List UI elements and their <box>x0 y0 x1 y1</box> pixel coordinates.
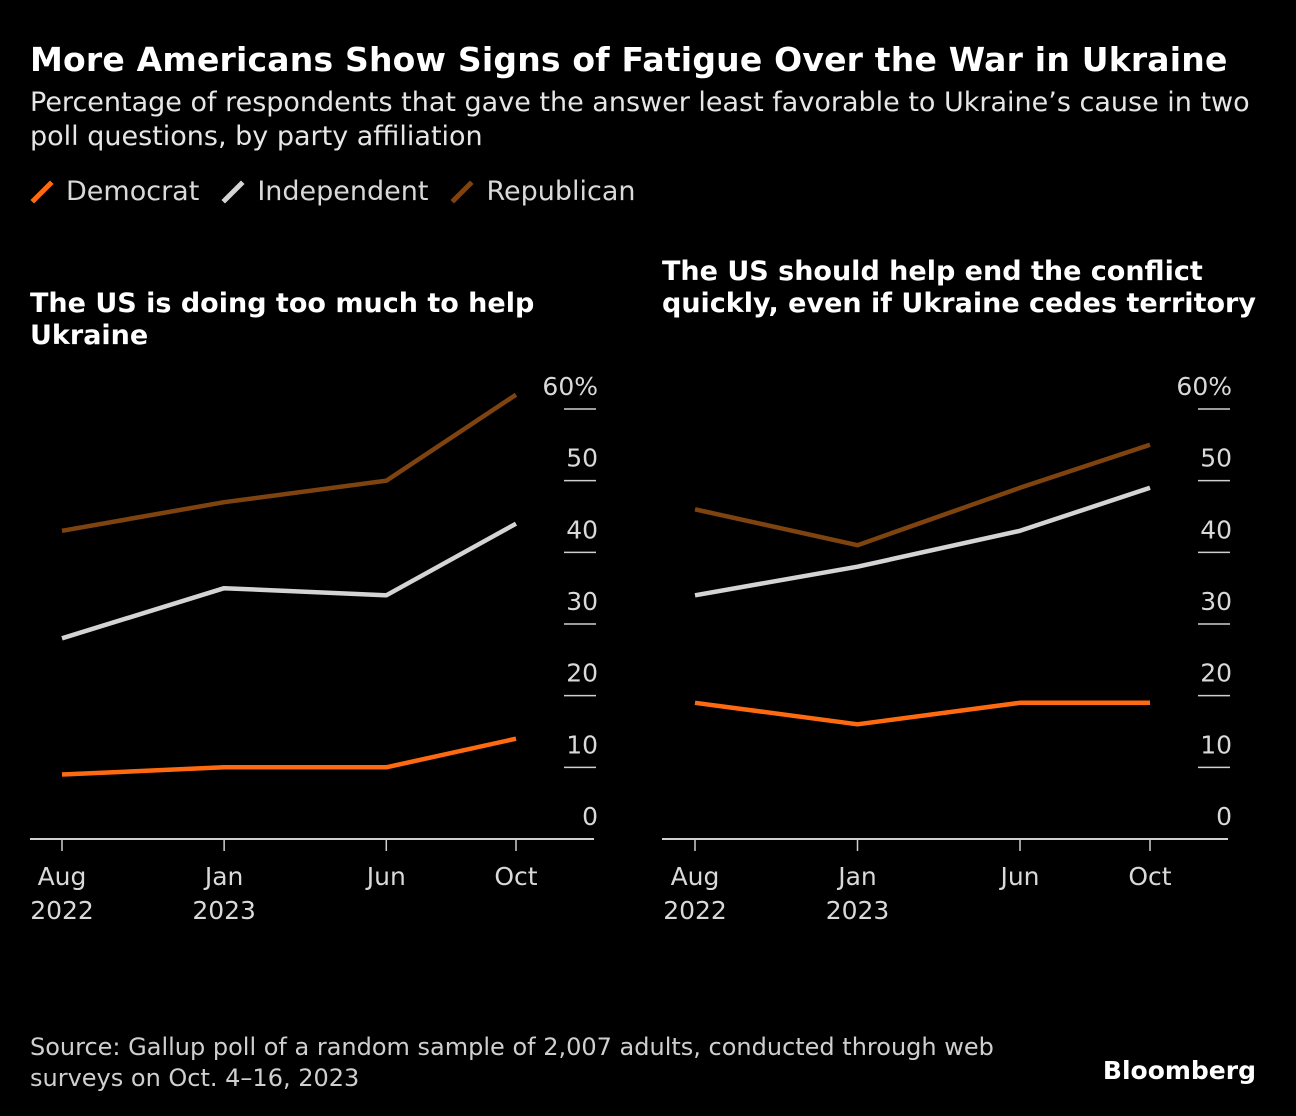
y-tick-label: 50 <box>566 444 598 473</box>
y-tick-label: 10 <box>1200 730 1232 759</box>
x-tick-label: Aug <box>38 862 87 891</box>
legend-item-independent: Independent <box>221 176 428 207</box>
x-tick-label: Jun <box>998 862 1039 891</box>
y-tick-label: 50 <box>1200 444 1232 473</box>
legend-swatch-independent <box>221 179 245 204</box>
legend: Democrat Independent Republican <box>30 176 658 207</box>
series-line-republican <box>694 442 1151 548</box>
chart-panel-end-conflict: 0 10 20 30 40 50 60% Aug 2022 Jan 2023 Jun Oct <box>662 372 1232 925</box>
y-tick-label: 60% <box>542 372 598 401</box>
legend-swatch-democrat <box>30 179 54 204</box>
y-tick-label: 30 <box>1200 587 1232 616</box>
chart-subtitle: Percentage of respondents that gave the … <box>30 87 1250 152</box>
source-note: Source: Gallup poll of a random sample o… <box>30 1033 994 1092</box>
y-tick-label: 0 <box>1216 802 1232 831</box>
legend-swatch-republican <box>450 179 474 204</box>
y-tick-label: 30 <box>566 587 598 616</box>
y-tick-label: 10 <box>566 730 598 759</box>
y-tick-label: 20 <box>566 659 598 688</box>
y-tick-label: 0 <box>582 802 598 831</box>
series-line-democrat <box>61 736 517 777</box>
legend-label-republican: Republican <box>486 176 636 207</box>
legend-label-independent: Independent <box>257 176 429 207</box>
chart-panel-too-much: 0 10 20 30 40 50 60% Aug 2022 Jan 2023 Jun Oct <box>30 372 598 925</box>
chart-title: More Americans Show Signs of Fatigue Ove… <box>30 40 1228 79</box>
x-tick-label: Oct <box>494 862 537 891</box>
legend-item-republican: Republican <box>450 176 636 207</box>
series-line-independent <box>694 485 1151 598</box>
x-tick-label: 2022 <box>30 896 94 925</box>
series-line-republican <box>61 392 518 534</box>
x-tick-label: Jan <box>836 862 877 891</box>
x-tick-label: Oct <box>1128 862 1171 891</box>
x-tick-label: Jun <box>365 862 406 891</box>
bloomberg-logo: Bloomberg <box>1102 1056 1256 1085</box>
series-line-democrat <box>694 700 1150 727</box>
y-tick-label: 40 <box>1200 515 1232 544</box>
series-line-independent <box>61 521 518 641</box>
panel-title-too-much: The US is doing too much to help Ukraine <box>30 288 535 351</box>
y-tick-label: 40 <box>566 515 598 544</box>
panel-title-end-conflict: The US should help end the conflict quic… <box>662 256 1256 319</box>
legend-item-democrat: Democrat <box>30 176 199 207</box>
x-tick-label: 2023 <box>192 896 256 925</box>
x-tick-label: 2023 <box>826 896 890 925</box>
y-tick-label: 60% <box>1176 372 1232 401</box>
y-tick-label: 20 <box>1200 659 1232 688</box>
x-tick-label: Jan <box>203 862 244 891</box>
x-tick-label: 2022 <box>663 896 727 925</box>
legend-label-democrat: Democrat <box>66 176 200 207</box>
x-tick-label: Aug <box>671 862 720 891</box>
